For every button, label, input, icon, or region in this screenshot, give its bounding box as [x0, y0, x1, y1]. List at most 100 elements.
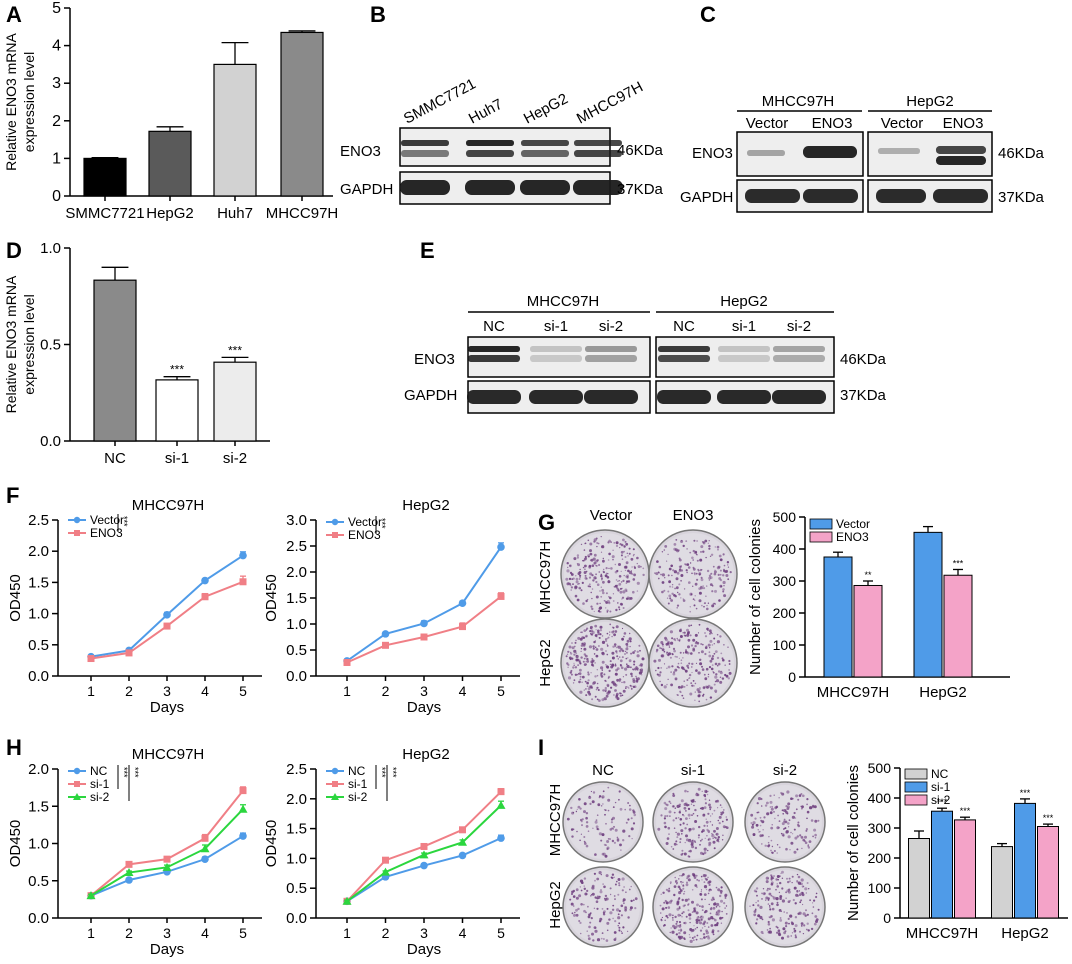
colony-dot: [609, 596, 612, 600]
colony-dot: [711, 834, 715, 838]
colony-dot: [665, 888, 669, 891]
colony-dot: [691, 845, 695, 849]
colony-dot: [624, 808, 626, 811]
size-label: 46KDa: [840, 351, 887, 368]
colony-dot: [704, 602, 706, 604]
colony-dot: [791, 875, 794, 878]
colony-dot: [705, 556, 707, 559]
colony-dot: [684, 650, 688, 654]
colony-dot: [683, 680, 685, 682]
col-label: NC: [592, 762, 614, 779]
colony-dot: [578, 583, 580, 585]
colony-dot: [698, 652, 700, 654]
colony-dot: [701, 927, 704, 929]
colony-dot: [587, 690, 591, 694]
colony-dot: [706, 825, 708, 827]
colony-dot: [679, 635, 683, 638]
colony-dot: [690, 644, 694, 647]
colony-dot: [701, 806, 704, 810]
chart-h1-y-tick-label: 1.0: [28, 836, 49, 853]
colony-dot: [799, 901, 802, 904]
band-eno3: [747, 150, 785, 156]
panel-letter-c: C: [700, 2, 716, 27]
colony-dot: [614, 584, 618, 588]
colony-dot: [583, 887, 586, 890]
band-gapdh: [803, 189, 858, 203]
colony-dot: [608, 634, 611, 636]
colony-dot: [695, 911, 699, 915]
colony-dot: [679, 875, 681, 877]
band-eno3-upper: [466, 140, 514, 146]
size-label: 46KDa: [617, 142, 664, 159]
colony-dot: [594, 879, 596, 882]
colony-dot: [698, 825, 701, 829]
colony-dot: [698, 919, 701, 922]
lane-label: SMMC7721: [401, 75, 479, 127]
colony-dot: [707, 876, 709, 879]
colony-dot: [690, 840, 693, 844]
chart-i-y-tick-label: 100: [868, 880, 892, 896]
colony-dot: [703, 936, 706, 939]
colony-dot: [769, 905, 771, 907]
legend-marker: [332, 781, 338, 787]
colony-dot: [609, 911, 613, 915]
colony-dot: [580, 818, 583, 822]
colony-dot: [584, 654, 588, 658]
colony-dot: [678, 931, 681, 935]
colony-dot: [682, 884, 685, 888]
chart-a-y-tick-label: 0: [52, 188, 61, 205]
colony-dot: [579, 668, 582, 672]
colony-dot: [671, 930, 675, 934]
colony-dot: [599, 633, 602, 636]
blot-b-eno3-box: [399, 127, 611, 167]
colony-dot: [679, 638, 681, 641]
colony-dot: [719, 558, 723, 562]
colony-dot: [678, 906, 681, 908]
colony-dot: [687, 874, 691, 878]
colony-dot: [633, 573, 636, 577]
colony-dot: [660, 814, 663, 817]
colony-dot: [692, 648, 696, 652]
colony-dot: [689, 551, 692, 554]
colony-dot: [813, 805, 817, 809]
colony-dot: [701, 909, 704, 911]
colony-dot: [593, 926, 597, 929]
colony-dot: [703, 673, 706, 676]
bar-nc: [991, 846, 1013, 919]
size-label: 37KDa: [617, 181, 664, 198]
colony-dot: [685, 810, 687, 812]
colony-dot: [642, 567, 645, 570]
colony-dot: [584, 542, 586, 545]
colony-dot: [620, 664, 623, 667]
colony-dot: [806, 922, 809, 925]
colony-dot: [577, 674, 579, 676]
colony-dot: [586, 685, 589, 687]
colony-dot: [586, 930, 588, 932]
colony-dot: [614, 645, 617, 648]
colony-dot: [707, 643, 711, 647]
colony-dot: [596, 682, 599, 685]
colony-dot: [668, 800, 671, 803]
colony-dot: [617, 916, 621, 920]
colony-dot: [699, 921, 702, 925]
significance-mark: ***: [388, 767, 398, 778]
colony-dot: [757, 797, 762, 801]
colony-dot: [658, 658, 661, 662]
colony-dot: [604, 898, 607, 902]
colony-dot: [602, 803, 604, 805]
colony-dot: [621, 558, 624, 560]
colony-dot: [709, 696, 713, 699]
colony-dot: [708, 903, 710, 906]
colony-dot: [689, 849, 692, 853]
colony-dot: [566, 562, 569, 565]
colony-dot: [580, 903, 583, 906]
colony-dot: [587, 539, 590, 542]
colony-dot: [585, 688, 587, 690]
colony-dot: [800, 922, 804, 925]
colony-dot: [776, 875, 780, 878]
colony-dot: [632, 555, 635, 557]
colony-dot: [791, 882, 793, 884]
colony-dot: [768, 836, 770, 838]
colony-dot: [596, 698, 599, 701]
